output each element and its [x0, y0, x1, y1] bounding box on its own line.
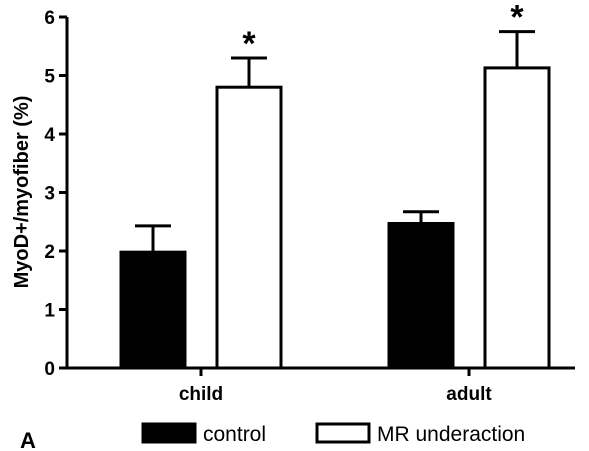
- significance-marker: *: [242, 25, 256, 63]
- y-axis-label: MyoD+/myofiber (%): [11, 96, 33, 289]
- y-tick-label: 3: [44, 184, 55, 205]
- y-tick-label: 2: [44, 242, 55, 263]
- bar-mr-underaction-child: [215, 85, 283, 370]
- bars: **: [119, 0, 551, 370]
- x-tick-label-adult: adult: [446, 384, 492, 405]
- labels: MyoD+/myofiber (%) A: [11, 96, 36, 451]
- y-tick-label: 1: [44, 301, 55, 322]
- significance-marker: *: [510, 0, 524, 37]
- y-tick-label: 0: [44, 359, 55, 380]
- legend-swatch-control: [141, 422, 197, 444]
- y-tick-label: 6: [44, 8, 55, 29]
- x-axis: child adult: [65, 366, 575, 405]
- legend: control MR underaction: [141, 422, 525, 446]
- x-tick-label-child: child: [179, 384, 223, 405]
- legend-label: MR underaction: [377, 423, 525, 446]
- legend-label: control: [203, 423, 266, 446]
- bar-control-adult: [387, 222, 455, 370]
- bar-control-child: [119, 250, 187, 370]
- y-tick-label: 4: [44, 125, 55, 146]
- y-tick-label: 5: [44, 67, 55, 88]
- panel-label: A: [20, 428, 36, 451]
- y-axis: 0 1 2 3 4 5 6: [44, 8, 69, 380]
- bar-mr-underaction-adult: [483, 66, 551, 370]
- legend-swatch-mr-underaction: [315, 422, 371, 444]
